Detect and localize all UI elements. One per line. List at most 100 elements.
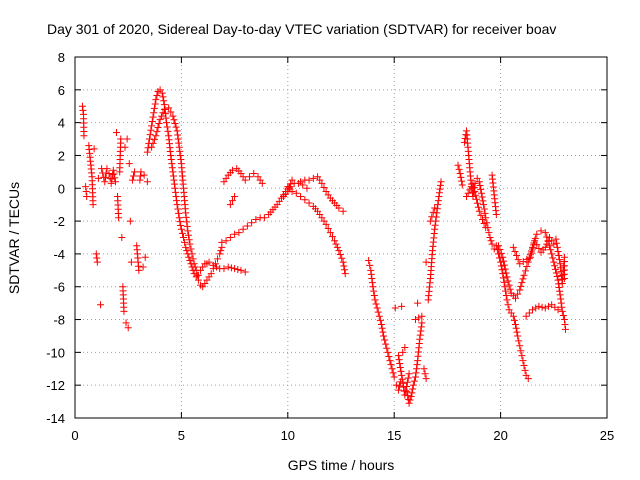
- data-point: [164, 127, 172, 135]
- data-point: [520, 361, 528, 369]
- data-point: [328, 233, 336, 241]
- data-point: [305, 199, 313, 207]
- data-point: [177, 156, 185, 164]
- data-point: [560, 275, 568, 283]
- data-point: [340, 262, 348, 270]
- data-point: [520, 271, 528, 279]
- data-point: [241, 268, 249, 276]
- data-point: [515, 337, 523, 345]
- data-point: [241, 176, 249, 184]
- data-point: [148, 122, 156, 130]
- data-point: [186, 256, 194, 264]
- data-point: [123, 135, 131, 143]
- data-point: [186, 240, 194, 248]
- data-point: [153, 92, 161, 100]
- y-tick-label: 6: [58, 83, 65, 98]
- data-point: [408, 389, 416, 397]
- data-point: [336, 250, 344, 258]
- data-point: [517, 282, 525, 290]
- data-point: [519, 275, 527, 283]
- data-point: [552, 269, 560, 277]
- data-point: [561, 320, 569, 328]
- data-point: [416, 335, 424, 343]
- data-point: [514, 256, 522, 264]
- data-point: [518, 352, 526, 360]
- data-point: [397, 367, 405, 375]
- data-point: [404, 392, 412, 400]
- data-point: [519, 357, 527, 365]
- data-point: [332, 240, 340, 248]
- data-point: [183, 222, 191, 230]
- data-point: [292, 189, 300, 197]
- data-point: [139, 263, 147, 271]
- data-point: [285, 184, 293, 192]
- data-point: [369, 283, 377, 291]
- data-point: [78, 102, 86, 110]
- data-point: [417, 327, 425, 335]
- data-point: [183, 247, 191, 255]
- data-point: [502, 287, 510, 295]
- data-point: [475, 207, 483, 215]
- data-point: [487, 237, 495, 245]
- data-point: [341, 270, 349, 278]
- data-point: [365, 256, 373, 264]
- data-point: [193, 271, 201, 279]
- data-point: [378, 324, 386, 332]
- series-afternoon-dip: [365, 178, 445, 407]
- data-point: [435, 189, 443, 197]
- data-point: [434, 201, 442, 209]
- data-point: [417, 323, 425, 331]
- data-point: [477, 211, 485, 219]
- data-point: [216, 250, 224, 258]
- data-point: [544, 302, 552, 310]
- data-point: [524, 375, 532, 383]
- data-point: [506, 285, 514, 293]
- data-point: [177, 225, 185, 233]
- data-point: [370, 291, 378, 299]
- data-point: [143, 178, 151, 186]
- data-point: [80, 132, 88, 140]
- data-point: [155, 119, 163, 127]
- data-point: [477, 185, 485, 193]
- data-point: [126, 217, 134, 225]
- data-point: [418, 319, 426, 327]
- data-point: [551, 262, 559, 270]
- data-point: [239, 225, 247, 233]
- data-point: [405, 399, 413, 407]
- data-point: [519, 258, 527, 266]
- data-point: [464, 189, 472, 197]
- data-point: [178, 229, 186, 237]
- data-point: [149, 139, 157, 147]
- data-point: [385, 352, 393, 360]
- data-point: [136, 176, 144, 184]
- data-point: [176, 151, 184, 159]
- data-point: [79, 106, 87, 114]
- data-point: [535, 302, 543, 310]
- data-point: [554, 247, 562, 255]
- data-point: [395, 356, 403, 364]
- data-point: [182, 213, 190, 221]
- data-point: [377, 320, 385, 328]
- data-point: [368, 279, 376, 287]
- x-tick-label: 20: [493, 428, 507, 443]
- data-point: [169, 168, 177, 176]
- data-point: [396, 360, 404, 368]
- data-point: [125, 160, 133, 168]
- data-point: [367, 270, 375, 278]
- data-point: [398, 302, 406, 310]
- data-point: [371, 296, 379, 304]
- data-point: [541, 304, 549, 312]
- data-point: [471, 187, 479, 195]
- data-point: [562, 325, 570, 333]
- data-point: [258, 179, 266, 187]
- data-point: [543, 233, 551, 241]
- series-early-scatter: [78, 102, 151, 332]
- data-point: [535, 244, 543, 252]
- data-point: [237, 266, 245, 274]
- data-point: [421, 370, 429, 378]
- data-point: [148, 118, 156, 126]
- data-point: [500, 257, 508, 265]
- data-point: [188, 250, 196, 258]
- y-tick-label: -6: [53, 280, 65, 295]
- data-point: [341, 266, 349, 274]
